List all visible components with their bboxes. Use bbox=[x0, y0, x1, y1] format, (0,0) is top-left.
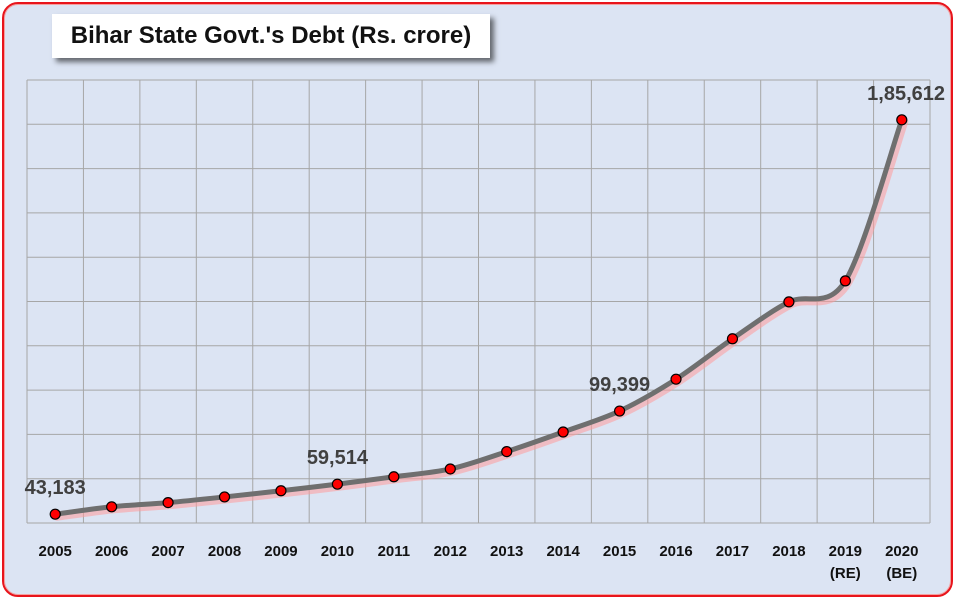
data-point-2020 bbox=[896, 114, 908, 126]
series-line-glow bbox=[52, 117, 909, 521]
x-tick-label: 2015 bbox=[603, 543, 636, 560]
data-point-2014 bbox=[557, 426, 569, 438]
data-point-2010 bbox=[331, 478, 344, 490]
data-point-2009 bbox=[275, 485, 287, 497]
data-point-2019 bbox=[839, 275, 851, 287]
x-tick-label: 2019 bbox=[829, 543, 862, 560]
x-tick-label: 2011 bbox=[378, 543, 411, 560]
data-point-2017 bbox=[726, 333, 739, 345]
data-point-2012 bbox=[444, 463, 456, 475]
x-tick-label: 2020 bbox=[885, 543, 918, 560]
x-tick-label: 2008 bbox=[208, 543, 241, 560]
x-tick-label: 2016 bbox=[659, 543, 692, 560]
data-point-2005 bbox=[49, 508, 61, 520]
data-point-2011 bbox=[388, 471, 400, 483]
x-tick-label: 2009 bbox=[264, 543, 297, 560]
x-tick-label: 2012 bbox=[434, 543, 467, 560]
x-tick-label: 2014 bbox=[546, 543, 580, 560]
x-tick-label: 2017 bbox=[716, 543, 749, 560]
x-tick-label: 2018 bbox=[772, 543, 805, 560]
x-tick-sublabel: (RE) bbox=[830, 565, 861, 582]
data-point-2007 bbox=[162, 496, 174, 509]
data-point-2013 bbox=[501, 445, 513, 458]
chart-title: Bihar State Govt.'s Debt (Rs. crore) bbox=[70, 22, 472, 49]
data-label: 43,183 bbox=[25, 477, 86, 499]
data-point-2015 bbox=[613, 405, 626, 417]
data-label: 59,514 bbox=[307, 447, 369, 469]
x-tick-label: 2006 bbox=[95, 543, 128, 560]
x-tick-label: 2013 bbox=[490, 543, 523, 560]
data-point-2016 bbox=[670, 373, 682, 385]
x-tick-sublabel: (BE) bbox=[886, 565, 917, 582]
title-box: Bihar State Govt.'s Debt (Rs. crore) bbox=[52, 14, 490, 58]
x-tick-label: 2010 bbox=[321, 543, 354, 560]
data-label: 99,399 bbox=[589, 374, 650, 396]
data-label: 1,85,612 bbox=[867, 83, 945, 105]
data-point-2008 bbox=[218, 491, 231, 503]
data-point-2018 bbox=[783, 296, 795, 308]
x-tick-label: 2007 bbox=[151, 543, 184, 560]
data-point-2006 bbox=[106, 501, 118, 513]
x-tick-label: 2005 bbox=[39, 543, 72, 560]
